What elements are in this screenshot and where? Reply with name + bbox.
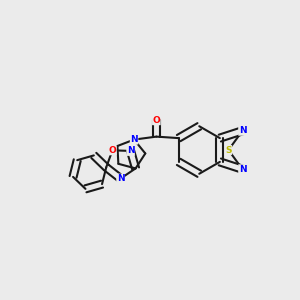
Text: N: N	[238, 165, 246, 174]
Text: O: O	[152, 116, 160, 125]
Text: N: N	[127, 146, 134, 155]
Text: S: S	[225, 146, 232, 154]
Text: O: O	[109, 146, 116, 155]
Text: N: N	[238, 126, 246, 135]
Text: N: N	[117, 174, 124, 183]
Text: N: N	[130, 135, 138, 144]
